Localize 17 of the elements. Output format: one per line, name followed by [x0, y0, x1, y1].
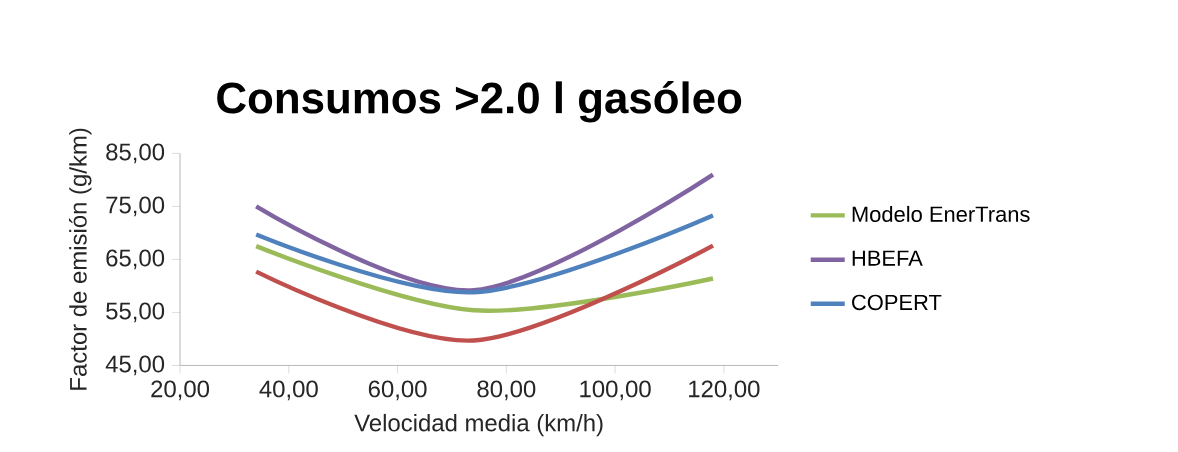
- y-tick-label: 75,00: [106, 196, 165, 217]
- x-tick-label: 100,00: [580, 380, 651, 401]
- x-tick-label: 20,00: [151, 380, 210, 401]
- x-tick-label: 120,00: [689, 380, 760, 401]
- chart-title: Consumos >2.0 l gasóleo: [217, 81, 742, 123]
- legend-label: HBEFA: [852, 250, 923, 266]
- y-tick-label: 65,00: [106, 249, 165, 270]
- x-tick-label: 40,00: [259, 380, 318, 401]
- y-tick-label: 55,00: [106, 302, 165, 323]
- y-axis-title: Factor de emisión (g/km): [68, 128, 92, 390]
- legend-label: COPERT: [852, 294, 942, 311]
- y-tick-label: 85,00: [106, 143, 165, 164]
- x-tick-label: 80,00: [477, 380, 536, 401]
- x-tick-label: 60,00: [368, 380, 427, 401]
- y-tick-label: 45,00: [105, 355, 165, 376]
- legend-label: Modelo EnerTrans: [852, 205, 1030, 223]
- x-axis-title: Velocidad media (km/h): [354, 413, 603, 437]
